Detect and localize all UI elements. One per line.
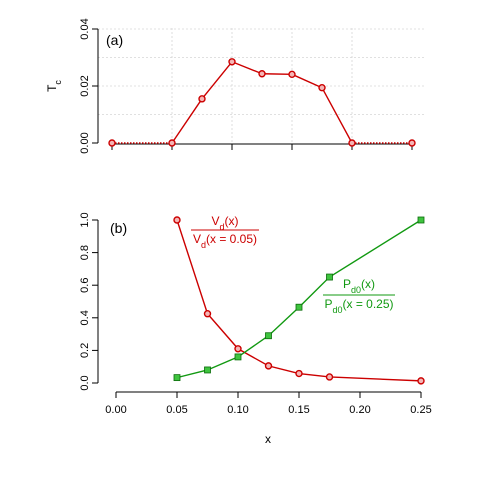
line-segment-a [171,98,203,144]
point-a [168,139,176,147]
y-tick-label-a: 0.00 [79,132,91,153]
y-tick-label-b: 1.0 [79,212,91,227]
y-tick-label-b: 0.6 [79,278,91,293]
x-axis-title-b: x [265,432,271,446]
point-vd [295,369,303,378]
line-segment-a [231,61,263,75]
x-tick-label-b: 0.15 [288,404,309,416]
point-pd0 [234,353,242,361]
x-tick-label-b: 0.10 [227,404,248,416]
point-vd [234,345,242,353]
point-a [318,84,326,92]
point-a [408,139,416,147]
label-pd0-numerator: Pd0(x) [343,277,375,295]
x-tick-label-b: 0.00 [105,404,126,416]
y-tick-label-b: 0.4 [79,310,91,325]
point-vd [417,377,425,385]
y-tick-label-b: 0.2 [79,343,91,358]
point-a [108,139,116,147]
panel-label-a: (a) [106,32,123,48]
x-tick-label-b: 0.25 [410,404,431,416]
line-segment-a [321,87,353,144]
point-pd0 [173,374,181,382]
line-segment-a [261,73,293,76]
y-tick-label-a: 0.02 [79,75,91,96]
point-vd [203,310,212,318]
x-tick-label-b: 0.20 [349,404,370,416]
line-segment-a [201,61,233,100]
point-pd0 [295,303,303,311]
point-vd [325,373,334,381]
point-a [348,139,356,147]
y-tick-label-b: 0.8 [79,245,91,260]
point-a [198,95,206,103]
label-pd0-denominator: Pd0(x = 0.25) [324,297,393,315]
y-tick-label-b: 0.0 [79,375,91,390]
point-pd0 [265,332,272,340]
point-pd0 [326,273,333,281]
point-pd0 [204,366,211,374]
label-vd-numerator: Vd(x) [211,214,238,232]
point-a [258,70,266,78]
y-tick-label-a: 0.04 [79,18,91,39]
line-segment-a [291,73,323,89]
y-axis-title-a: Tc [45,80,63,92]
point-vd [264,362,273,370]
label-vd-denominator: Vd(x = 0.05) [193,232,257,250]
point-a [228,58,236,66]
point-pd0 [417,216,425,224]
point-a [288,70,296,79]
x-tick-label-b: 0.05 [166,404,187,416]
point-vd [173,216,181,224]
panel-label-b: (b) [110,220,127,236]
